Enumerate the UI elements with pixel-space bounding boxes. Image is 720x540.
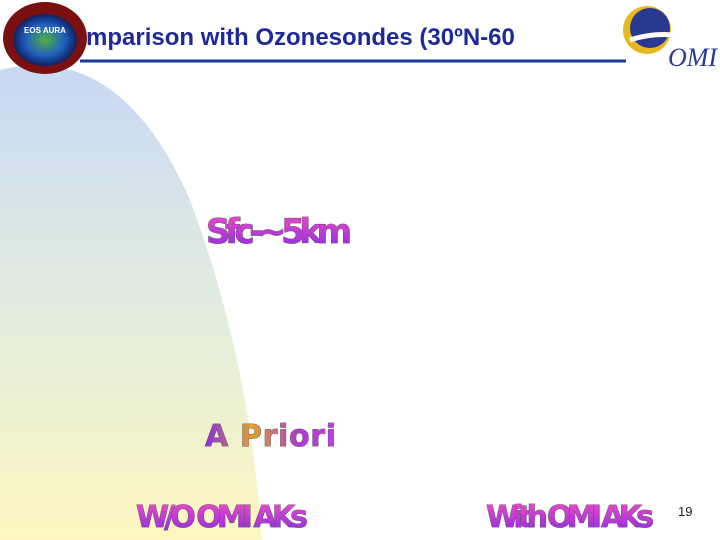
- left-logo-text: EOS AURA: [24, 26, 66, 35]
- page-number: 19: [678, 504, 692, 519]
- without-aks-label: W/O OMI AKs: [136, 500, 308, 535]
- omi-logo: OMI: [623, 0, 720, 72]
- background-swoosh: [0, 65, 262, 540]
- with-aks-label: With OMI AKs: [486, 500, 654, 535]
- a-priori-label: A Priori: [205, 419, 339, 454]
- layer-label: Sfc-~5km: [206, 212, 352, 252]
- right-logo-text: OMI: [668, 43, 718, 72]
- slide-title: mparison with Ozonesondes (30ºN-60: [86, 24, 515, 51]
- eos-aura-logo: EOS AURA: [3, 2, 87, 74]
